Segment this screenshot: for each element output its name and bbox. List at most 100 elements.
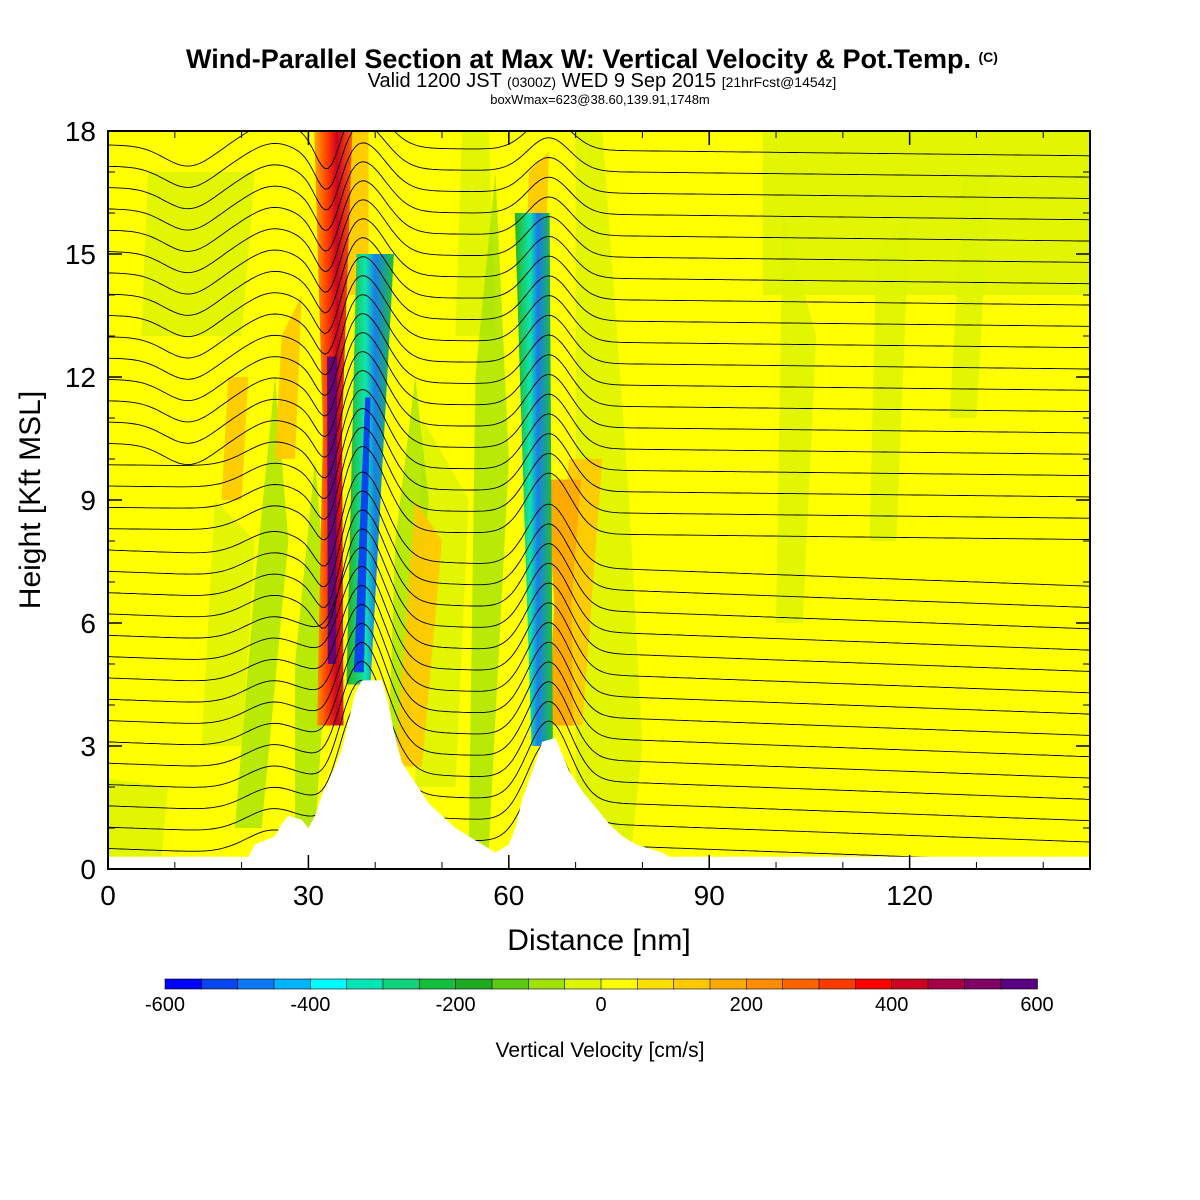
chart-title: Wind-Parallel Section at Max W: Vertical…	[0, 44, 1192, 75]
colorbar-swatch	[782, 978, 820, 990]
theta-contour	[108, 332, 1090, 423]
colorbar-tick-label: 600	[1020, 994, 1053, 1016]
copyright-mark: (C)	[978, 49, 998, 65]
theta-contour	[108, 408, 1090, 500]
theta-contour	[108, 180, 1090, 252]
colorbar: -600 -400 -200 0 200 400 600	[145, 978, 1054, 1016]
potential-temperature-contours	[108, 131, 1090, 869]
theta-contour	[108, 641, 1090, 779]
colorbar-tick-label: -400	[290, 994, 330, 1016]
downdraft-max-core	[353, 397, 371, 673]
colorbar-tick-label: -600	[145, 994, 185, 1016]
weak-downdraft-region	[201, 500, 255, 746]
colorbar-swatch	[1000, 978, 1038, 990]
weak-downdraft-region	[762, 131, 1090, 295]
theta-contour	[108, 294, 1090, 380]
theta-contour	[108, 131, 1090, 170]
x-tick-label: 30	[293, 880, 324, 911]
colorbar-swatch	[455, 978, 493, 990]
theta-contour	[108, 603, 1090, 736]
y-tick-label: 15	[65, 239, 96, 270]
theta-contour	[108, 565, 1090, 694]
y-tick-label: 18	[65, 116, 96, 147]
x-tick-label: 90	[694, 880, 725, 911]
theta-contour	[108, 427, 1090, 520]
weak-downdraft-region	[108, 778, 169, 857]
x-axis-label: Distance [nm]	[507, 924, 690, 957]
theta-contour	[108, 679, 1090, 822]
colorbar-swatch	[164, 978, 203, 990]
x-tick-label: 60	[493, 880, 524, 911]
colorbar-swatch	[491, 978, 530, 990]
colorbar-title: Vertical Velocity [cm/s]	[496, 1039, 705, 1062]
colorbar-tick-label: -200	[436, 994, 476, 1016]
downdraft-band	[234, 377, 289, 828]
colorbar-swatch	[346, 978, 384, 990]
theta-contour	[108, 509, 1090, 630]
weak-downdraft-region	[141, 172, 255, 336]
weak-downdraft-region	[776, 213, 817, 623]
colorbar-swatch	[310, 978, 348, 990]
colorbar-swatch	[709, 978, 748, 990]
weak-downdraft-region	[415, 418, 469, 787]
theta-contour	[108, 546, 1090, 672]
colorbar-swatch	[419, 978, 457, 990]
colorbar-swatch	[855, 978, 893, 990]
colorbar-swatch	[564, 978, 602, 990]
theta-contour	[108, 218, 1090, 295]
y-tick-label: 6	[80, 608, 96, 639]
theta-contour	[108, 622, 1090, 758]
colorbar-swatch	[927, 978, 966, 990]
colorbar-swatch	[746, 978, 784, 990]
y-tick-label: 9	[80, 485, 96, 516]
colorbar-swatch	[600, 978, 639, 990]
box-info: boxWmax=623@38.60,139.91,1748m	[0, 92, 1200, 107]
chart-title-main: Wind-Parallel Section at Max W: Vertical…	[186, 44, 971, 74]
theta-contour	[108, 528, 1090, 651]
theta-contour	[108, 275, 1090, 359]
weak-downdraft-region	[869, 213, 910, 541]
theta-contour	[108, 142, 1090, 211]
theta-contour	[108, 660, 1090, 800]
valid-date: WED 9 Sep 2015	[561, 70, 717, 92]
weak-downdraft-region	[949, 172, 990, 418]
colorbar-swatch	[964, 978, 1002, 990]
vertical-velocity-field	[108, 131, 1090, 869]
box-wmax-text: boxWmax=623@38.60,139.91,1748m	[490, 92, 710, 107]
colorbar-swatch	[818, 978, 857, 990]
chart-subtitle: Valid 1200 JST (0300Z) WED 9 Sep 2015 [2…	[2, 70, 1200, 93]
y-axis-label: Height [Kft MSL]	[14, 391, 47, 609]
weak-updraft-region	[395, 500, 443, 767]
colorbar-swatch	[201, 978, 239, 990]
valid-utc: (0300Z)	[507, 74, 557, 90]
theta-contour	[108, 256, 1090, 338]
downdraft-band	[388, 377, 429, 746]
colorbar-swatch	[237, 978, 275, 990]
y-tick-label: 0	[80, 854, 96, 885]
updraft-core	[546, 479, 581, 726]
colorbar-swatch	[891, 978, 929, 990]
x-axis-ticks: 0 30 60 90 120	[100, 131, 1044, 911]
x-tick-label: 0	[100, 880, 116, 911]
theta-contour	[108, 584, 1090, 715]
y-tick-label: 12	[65, 362, 96, 393]
colorbar-swatch	[273, 978, 312, 990]
theta-contour	[108, 131, 1090, 190]
colorbar-tick-label: 200	[730, 994, 763, 1016]
theta-contour	[108, 199, 1090, 274]
y-axis-ticks: 0 3 6 9 12 15 18	[65, 116, 1090, 885]
theta-contour	[108, 490, 1090, 608]
theta-contour	[108, 446, 1090, 541]
y-tick-label: 3	[80, 731, 96, 762]
theta-contour	[108, 237, 1090, 316]
terrain-profile	[108, 680, 1090, 869]
forecast-info: [21hrFcst@1454z]	[721, 74, 837, 90]
colorbar-swatch	[382, 978, 421, 990]
x-tick-label: 120	[886, 880, 933, 911]
colorbar-tick-label: 0	[595, 994, 606, 1016]
colorbar-swatch	[528, 978, 566, 990]
colorbar-tick-label: 400	[875, 994, 908, 1016]
theta-contour	[108, 471, 1090, 587]
theta-contour	[108, 161, 1090, 231]
colorbar-swatch	[637, 978, 675, 990]
